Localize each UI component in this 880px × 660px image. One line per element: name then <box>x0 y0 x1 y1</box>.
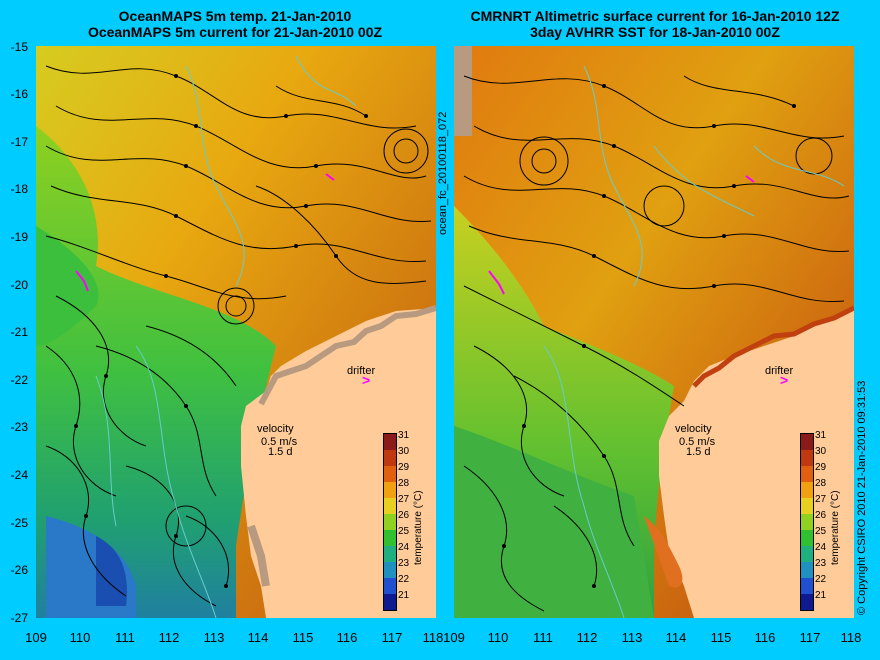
x-tick: 115 <box>710 630 732 645</box>
y-tick: -17 <box>10 135 28 149</box>
cbar-tick: 21 <box>398 590 410 601</box>
x-tick: 116 <box>754 630 776 645</box>
y-tick: -24 <box>10 468 28 482</box>
x-tick: 113 <box>203 630 225 645</box>
x-tick: 112 <box>576 630 598 645</box>
velocity-speed-left: 0.5 m/s <box>261 436 298 448</box>
y-tick: -21 <box>10 325 28 339</box>
x-tick: 111 <box>115 630 135 645</box>
colorbar-right <box>800 433 814 611</box>
x-tick: 114 <box>665 630 687 645</box>
x-tick: 109 <box>25 630 47 645</box>
left-title-line2: OceanMAPS 5m current for 21-Jan-2010 00Z <box>87 24 383 40</box>
y-tick: -27 <box>10 611 28 625</box>
x-tick: 115 <box>292 630 314 645</box>
cbar-tick: 30 <box>815 446 827 457</box>
velocity-label-right: velocity <box>675 423 712 435</box>
y-tick: -23 <box>10 420 28 434</box>
x-tick: 112 <box>158 630 180 645</box>
cbar-tick: 22 <box>815 574 827 585</box>
left-map-panel <box>36 46 436 618</box>
x-tick: 110 <box>487 630 509 645</box>
x-tick: 113 <box>621 630 643 645</box>
x-tick: 111 <box>533 630 553 645</box>
x-tick: 114 <box>247 630 269 645</box>
cbar-tick: 23 <box>815 558 827 569</box>
cbar-tick: 31 <box>815 430 827 441</box>
x-tick: 110 <box>69 630 91 645</box>
cbar-tick: 21 <box>815 590 827 601</box>
drifter-marker-right: > <box>780 372 789 388</box>
cbar-tick: 26 <box>398 510 410 521</box>
drifter-label-right: drifter <box>765 365 794 377</box>
drifter-label-left: drifter <box>347 365 376 377</box>
cbar-tick: 25 <box>398 526 410 537</box>
right-title-line1: CMRNRT Altimetric surface current for 16… <box>470 8 840 24</box>
right-map-panel <box>454 46 854 618</box>
x-tick: 118 <box>422 630 444 645</box>
x-tick: 117 <box>381 630 403 645</box>
y-tick: -25 <box>10 516 28 530</box>
y-tick: -20 <box>10 278 28 292</box>
cbar-tick: 29 <box>815 462 827 473</box>
velocity-duration-left: 1.5 d <box>268 446 293 458</box>
y-tick: -26 <box>10 563 28 577</box>
velocity-duration-right: 1.5 d <box>686 446 711 458</box>
y-tick: -22 <box>10 373 28 387</box>
cbar-tick: 23 <box>398 558 410 569</box>
left-title: OceanMAPS 5m temp. 21-Jan-2010 OceanMAPS… <box>30 8 440 40</box>
velocity-speed-right: 0.5 m/s <box>679 436 716 448</box>
cbar-tick: 28 <box>398 478 410 489</box>
y-tick: -15 <box>10 40 28 54</box>
right-title-line2: 3day AVHRR SST for 18-Jan-2010 00Z <box>530 24 780 40</box>
colorbar-left <box>383 433 397 611</box>
drifter-marker-left: > <box>362 372 371 388</box>
cbar-tick: 30 <box>398 446 410 457</box>
run-id-label: ocean_fc_20100118_072 <box>437 111 449 235</box>
x-tick: 116 <box>336 630 358 645</box>
drifter-track-left <box>75 270 89 292</box>
cbar-tick: 27 <box>398 494 410 505</box>
colorbar-title-right: temperature (°C) <box>830 490 841 565</box>
copyright-label: © Copyright CSIRO 2010 21-Jan-2010 09:31… <box>856 380 868 615</box>
x-tick: 117 <box>799 630 821 645</box>
right-title: CMRNRT Altimetric surface current for 16… <box>440 8 870 40</box>
cbar-tick: 29 <box>398 462 410 473</box>
cbar-tick: 25 <box>815 526 827 537</box>
cbar-tick: 31 <box>398 430 410 441</box>
left-title-line1: OceanMAPS 5m temp. 21-Jan-2010 <box>118 8 352 24</box>
drifter-track-right <box>488 270 505 295</box>
x-tick: 109 <box>443 630 465 645</box>
cbar-tick: 26 <box>815 510 827 521</box>
colorbar-title-left: temperature (°C) <box>413 490 424 565</box>
y-tick: -16 <box>10 87 28 101</box>
x-tick: 118 <box>840 630 862 645</box>
cbar-tick: 27 <box>815 494 827 505</box>
velocity-label-left: velocity <box>257 423 294 435</box>
y-tick: -18 <box>10 182 28 196</box>
cbar-tick: 22 <box>398 574 410 585</box>
cbar-tick: 24 <box>398 542 410 553</box>
cbar-tick: 24 <box>815 542 827 553</box>
y-tick: -19 <box>10 230 28 244</box>
cbar-tick: 28 <box>815 478 827 489</box>
